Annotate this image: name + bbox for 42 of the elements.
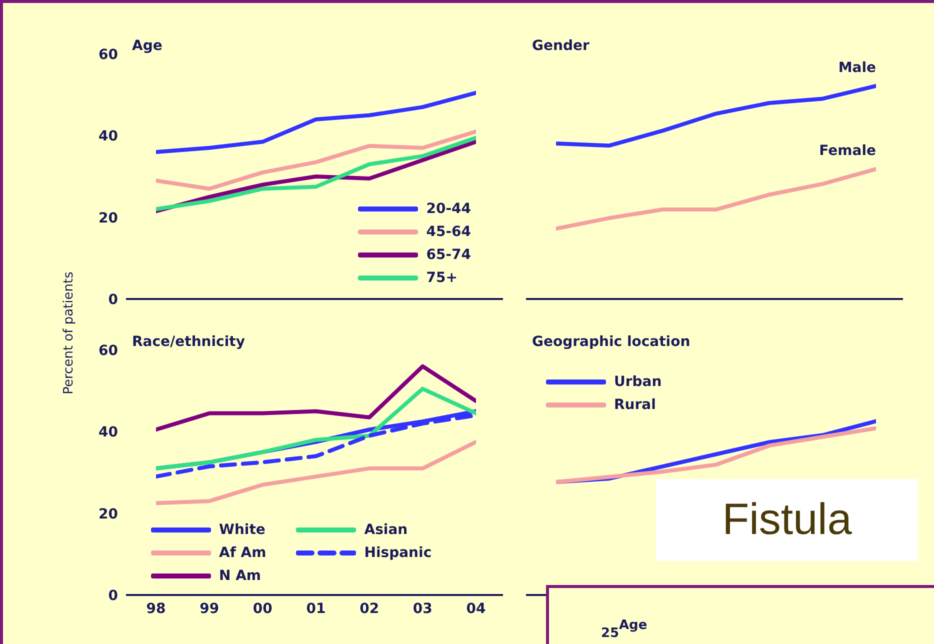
x-tick-label: 04 [466,600,486,617]
x-tick-label: 03 [412,600,432,617]
legend-label: Hispanic [364,544,432,560]
y-tick-label: 60 [98,46,118,63]
legend-label: Asian [364,522,408,538]
x-tick-label: 01 [306,600,326,617]
legend-label: Rural [614,396,656,412]
legend-label: White [219,522,266,538]
annotation: Fistula [656,479,918,561]
legend-label: 45-64 [426,224,471,240]
y-tick-label: 60 [98,342,118,359]
line-series [156,413,476,479]
chart-title: Gender [532,38,590,54]
legend-label: Af Am [219,544,266,560]
chart-title: Geographic location [532,334,690,350]
x-tick-label: 02 [360,600,380,617]
line-series [156,90,476,154]
y-axis-title: Percent of patients [62,272,76,394]
line-series [156,364,476,432]
series-label: Female [819,143,876,160]
y-tick-label: 0 [108,588,118,604]
y-tick-label: 40 [98,128,118,145]
x-tick-label: 00 [252,600,273,617]
x-tick-label: 99 [200,600,220,617]
line-series [156,440,476,506]
legend-label: Urban [614,374,662,390]
x-tick-label: 98 [146,600,166,617]
text: Age [619,618,648,633]
legend-label: 75+ [426,270,458,286]
line-series [156,386,476,470]
legend-label: 20-44 [426,200,471,216]
y-tick-label: 40 [98,424,118,441]
chart-title: Age [132,38,162,54]
text: 25 [601,626,620,641]
y-tick-label: 20 [98,506,118,522]
y-tick-label: 20 [98,210,118,226]
legend-label: N Am [219,568,262,584]
chart-title: Race/ethnicity [132,334,245,350]
y-tick-label: 0 [108,292,118,308]
legend-label: 65-74 [426,246,471,262]
series-label: Male [838,60,876,76]
line-series [156,130,476,191]
